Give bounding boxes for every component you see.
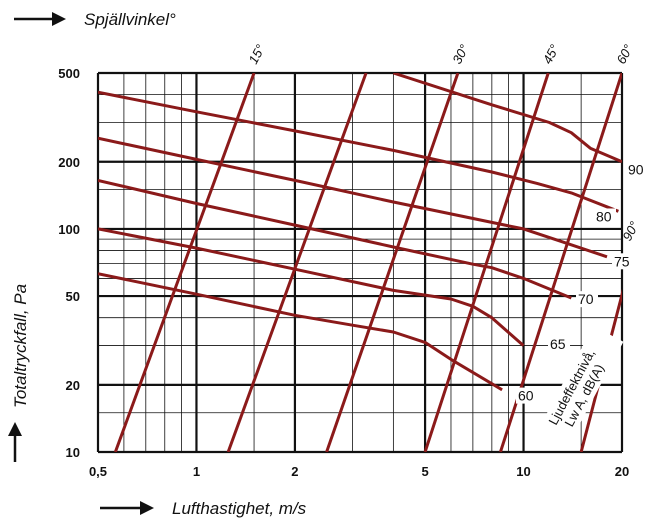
sound-level-label: 80 — [596, 208, 612, 224]
sound-level-label: 90 — [628, 162, 644, 178]
x-axis-title-group: Lufthastighet, m/s — [100, 499, 307, 518]
y-tick-label: 10 — [66, 445, 80, 460]
x-tick-label: 10 — [516, 464, 530, 479]
damper-angle-label: 60° — [613, 42, 635, 66]
level-label-bg — [516, 387, 538, 404]
sound-level-label: 65 — [550, 336, 566, 352]
grid — [96, 71, 624, 454]
sound-level-curve — [392, 73, 622, 164]
x-tick-label: 2 — [291, 464, 298, 479]
y-tick-label: 200 — [58, 155, 80, 170]
level-label-bg — [548, 335, 570, 352]
damper-angle-line — [423, 73, 550, 452]
x-axis-title: Lufthastighet, m/s — [172, 499, 307, 518]
sound-level-curve — [98, 178, 572, 300]
x-tick-label: 0,5 — [89, 464, 107, 479]
y-arrowhead-icon — [8, 422, 22, 436]
level-label-bg — [576, 291, 598, 308]
level-label-bg — [626, 161, 648, 178]
x-tick-label: 5 — [421, 464, 428, 479]
sound-level-curve — [98, 227, 525, 347]
y-tick-label: 50 — [66, 289, 80, 304]
sound-level-curve — [98, 272, 503, 392]
level-label-bg — [594, 208, 616, 225]
damper-angle-label: 15° — [245, 42, 267, 66]
damper-angle-label: 45° — [540, 42, 562, 66]
x-tick-label: 20 — [615, 464, 629, 479]
x-arrowhead-icon — [140, 501, 154, 515]
damper-angle-line — [113, 73, 256, 452]
y-axis-title: Totaltryckfall, Pa — [11, 284, 30, 408]
y-tick-label: 20 — [66, 378, 80, 393]
sound-level-label: 70 — [578, 291, 594, 307]
top-axis-title: Spjällvinkel° — [84, 10, 176, 29]
damper-angle-line — [226, 73, 368, 452]
y-axis-title-group: Totaltryckfall, Pa — [8, 284, 30, 462]
sound-level-label: 60 — [518, 388, 534, 404]
sound-level-label: 75 — [614, 253, 630, 269]
top-axis-title-group: Spjällvinkel° — [14, 10, 176, 29]
damper-angle-line — [325, 73, 460, 452]
sound-level-curve — [98, 136, 608, 259]
x-tick-label: 1 — [193, 464, 200, 479]
y-tick-label: 500 — [58, 66, 80, 81]
damper-angle-label: 30° — [449, 42, 471, 66]
sound-level-curve — [98, 90, 619, 213]
y-tick-label: 100 — [58, 222, 80, 237]
top-arrowhead-icon — [52, 12, 66, 26]
sound-title-bg — [541, 325, 624, 439]
level-label-bg — [612, 253, 634, 270]
